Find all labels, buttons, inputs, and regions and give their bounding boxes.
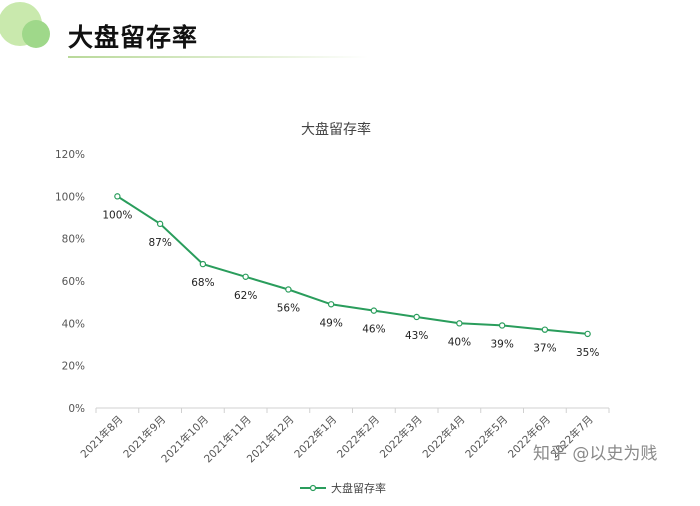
page-title: 大盘留存率 — [68, 23, 199, 52]
data-label: 39% — [490, 338, 513, 350]
data-label: 35% — [576, 347, 599, 359]
y-tick-label: 40% — [62, 318, 85, 330]
data-label: 49% — [319, 317, 342, 329]
x-tick-label: 2022年4月 — [420, 413, 468, 461]
data-point — [242, 273, 249, 280]
data-label: 37% — [533, 343, 556, 355]
data-point — [498, 322, 506, 329]
data-point — [370, 307, 378, 314]
data-label: 56% — [277, 302, 300, 314]
y-tick-label: 60% — [62, 276, 85, 288]
data-label: 62% — [234, 290, 257, 302]
y-tick-label: 100% — [55, 191, 85, 203]
data-label: 40% — [448, 336, 471, 348]
x-tick-label: 2021年8月 — [78, 413, 126, 461]
data-label: 100% — [102, 209, 132, 221]
x-tick-label: 2022年3月 — [377, 413, 425, 461]
data-point — [327, 301, 335, 308]
legend-marker — [309, 484, 317, 492]
watermark: 知乎 @以史为贱 — [533, 444, 658, 464]
data-point — [456, 320, 463, 327]
x-tick-label: 2022年2月 — [334, 413, 382, 461]
x-tick-label: 2022年5月 — [463, 413, 511, 461]
data-label: 43% — [405, 330, 428, 342]
data-point — [584, 330, 591, 338]
data-label: 87% — [148, 237, 171, 249]
y-tick-label: 0% — [68, 403, 85, 415]
legend: 大盘留存率 — [300, 481, 386, 495]
chart-title: 大盘留存率 — [301, 121, 371, 138]
data-point — [114, 193, 121, 200]
series-line — [116, 195, 588, 335]
y-tick-label: 20% — [62, 361, 85, 373]
data-label: 68% — [191, 277, 214, 289]
x-tick-label: 2021年9月 — [121, 413, 169, 461]
data-point — [156, 220, 164, 228]
x-tick-label: 2022年1月 — [292, 413, 340, 461]
data-point — [285, 286, 292, 293]
legend-label: 大盘留存率 — [331, 481, 386, 495]
data-point — [541, 326, 549, 333]
logo-circles-icon — [0, 2, 50, 48]
data-label: 46% — [362, 324, 385, 336]
y-tick-label: 80% — [62, 234, 85, 246]
data-point — [413, 313, 420, 321]
y-tick-label: 120% — [55, 149, 85, 161]
title-divider — [68, 56, 368, 58]
data-point — [199, 260, 207, 268]
